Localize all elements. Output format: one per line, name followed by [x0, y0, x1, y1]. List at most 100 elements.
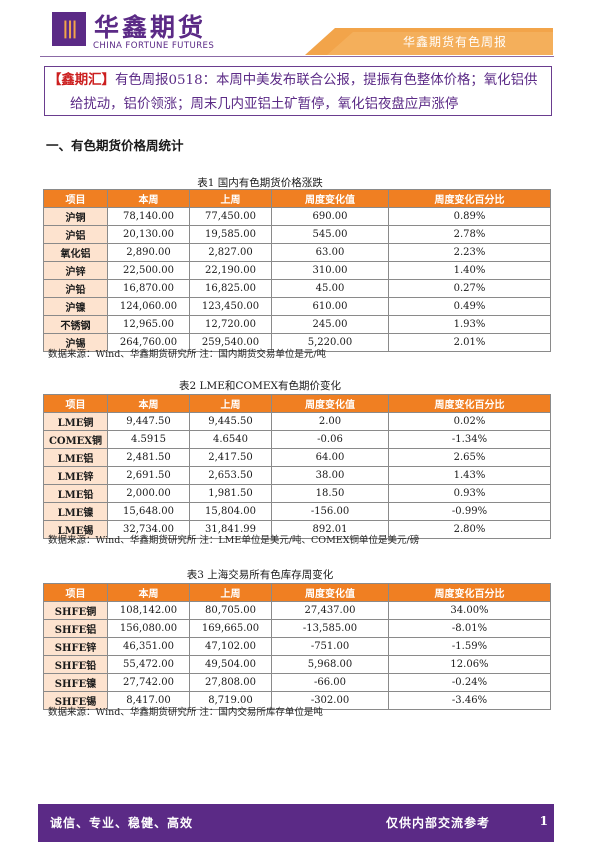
table-cell: 2.80%: [388, 520, 551, 539]
row-label: LME铝: [43, 448, 108, 467]
table-cell: 5,220.00: [271, 333, 389, 352]
table-cell: 5,968.00: [271, 655, 389, 674]
table-row: SHFE锡 8,417.00 8,719.00 -302.00 -3.46%: [43, 691, 551, 710]
row-label: SHFE镍: [43, 673, 108, 692]
table-cell: -0.24%: [388, 673, 551, 692]
table-row: 沪铝 20,130.00 19,585.00 545.00 2.78%: [43, 225, 551, 244]
table-cell: 0.02%: [388, 412, 551, 431]
table-cell: 2.78%: [388, 225, 551, 244]
table-cell: -8.01%: [388, 619, 551, 638]
table-cell: 19,585.00: [189, 225, 272, 244]
table-cell: 15,804.00: [189, 502, 272, 521]
table-cell: 16,870.00: [107, 279, 190, 298]
column-header: 周度变化值: [271, 394, 389, 413]
table-row: 沪锡 264,760.00 259,540.00 5,220.00 2.01%: [43, 333, 551, 352]
table-row: SHFE铜 108,142.00 80,705.00 27,437.00 34.00%: [43, 601, 551, 620]
column-header: 本周: [107, 189, 190, 208]
table-cell: 49,504.00: [189, 655, 272, 674]
table-cell: 1.93%: [388, 315, 551, 334]
column-header: 上周: [189, 394, 272, 413]
row-label: 氧化铝: [43, 243, 108, 262]
row-label: 沪铅: [43, 279, 108, 298]
column-header: 本周: [107, 394, 190, 413]
column-header: 项目: [43, 189, 108, 208]
table-cell: 55,472.00: [107, 655, 190, 674]
table-cell: 15,648.00: [107, 502, 190, 521]
table-cell: 264,760.00: [107, 333, 190, 352]
row-label: SHFE铝: [43, 619, 108, 638]
table-cell: 27,437.00: [271, 601, 389, 620]
table-cell: 18.50: [271, 484, 389, 503]
header-band: 华鑫期货有色周报: [305, 28, 553, 55]
table-cell: 1.43%: [388, 466, 551, 485]
table-header-row: 项目 本周 上周 周度变化值 周度变化百分比: [43, 394, 551, 413]
table-2-source: 数据来源：Wind、华鑫期货研究所 注：LME单位是美元/吨、COMEX铜单位是…: [48, 535, 420, 546]
table-cell: 310.00: [271, 261, 389, 280]
table-row: LME铝 2,481.50 2,417.50 64.00 2.65%: [43, 448, 551, 467]
row-label: LME锌: [43, 466, 108, 485]
column-header: 上周: [189, 583, 272, 602]
table-cell: 12,965.00: [107, 315, 190, 334]
table-cell: 2.65%: [388, 448, 551, 467]
table-cell: 1.40%: [388, 261, 551, 280]
column-header: 周度变化百分比: [388, 583, 551, 602]
table-3: 项目 本周 上周 周度变化值 周度变化百分比 SHFE铜 108,142.00 80,705…: [43, 583, 551, 710]
row-label: SHFE铅: [43, 655, 108, 674]
table-cell: 38.00: [271, 466, 389, 485]
column-header: 周度变化百分比: [388, 394, 551, 413]
table-cell: 47,102.00: [189, 637, 272, 656]
table-cell: 12,720.00: [189, 315, 272, 334]
table-cell: 9,445.50: [189, 412, 272, 431]
table-row: 沪铜 78,140.00 77,450.00 690.00 0.89%: [43, 207, 551, 226]
column-header: 项目: [43, 583, 108, 602]
row-label: SHFE锡: [43, 691, 108, 710]
logo-icon: |||: [52, 12, 86, 46]
headline-line-2: 给扰动，铝价领涨；周末几内亚铝土矿暂停，氧化铝夜盘应声涨停: [70, 97, 459, 112]
table-cell: 0.89%: [388, 207, 551, 226]
table-cell: 2,000.00: [107, 484, 190, 503]
section-title: 一、有色期货价格周统计: [46, 138, 184, 153]
table-3-source: 数据来源：Wind、华鑫期货研究所 注：国内交易所库存单位是吨: [48, 707, 323, 718]
headline-tag: 【鑫期汇】: [48, 72, 115, 88]
table-cell: 27,808.00: [189, 673, 272, 692]
table-cell: 9,447.50: [107, 412, 190, 431]
table-cell: 46,351.00: [107, 637, 190, 656]
row-label: LME铜: [43, 412, 108, 431]
table-cell: 80,705.00: [189, 601, 272, 620]
table-cell: -3.46%: [388, 691, 551, 710]
table-cell: 22,500.00: [107, 261, 190, 280]
table-header-row: 项目 本周 上周 周度变化值 周度变化百分比: [43, 583, 551, 602]
table-cell: 0.93%: [388, 484, 551, 503]
row-label: SHFE铜: [43, 601, 108, 620]
table-cell: 2.01%: [388, 333, 551, 352]
table-cell: 64.00: [271, 448, 389, 467]
row-label: 沪铜: [43, 207, 108, 226]
table-cell: 2,890.00: [107, 243, 190, 262]
row-label: COMEX铜: [43, 430, 108, 449]
table-cell: 1,981.50: [189, 484, 272, 503]
footer-bar: 诚信、专业、稳健、高效 仅供内部交流参考 1: [38, 804, 554, 842]
table-2: 项目 本周 上周 周度变化值 周度变化百分比 LME铜 9,447.50 9,445.50 2…: [43, 394, 551, 539]
report-title: 华鑫期货有色周报: [402, 35, 507, 49]
table-row: SHFE铝 156,080.00 169,665.00 -13,585.00 -8.01…: [43, 619, 551, 638]
table-cell: 22,190.00: [189, 261, 272, 280]
column-header: 项目: [43, 394, 108, 413]
column-header: 本周: [107, 583, 190, 602]
table-cell: 2,653.50: [189, 466, 272, 485]
table-cell: 4.5915: [107, 430, 190, 449]
table-cell: 27,742.00: [107, 673, 190, 692]
footer-motto: 诚信、专业、稳健、高效: [50, 816, 194, 830]
header-band-shape: [305, 28, 553, 55]
table-2-caption: 表2 LME和COMEX有色期价变化: [179, 380, 341, 392]
table-row: 沪锌 22,500.00 22,190.00 310.00 1.40%: [43, 261, 551, 280]
header-divider: [40, 56, 554, 57]
row-label: 沪铝: [43, 225, 108, 244]
table-cell: 63.00: [271, 243, 389, 262]
headline-box: 【鑫期汇】有色周报0518：本周中美发布联合公报，提振有色整体价格；氧化铝供 给…: [44, 66, 552, 116]
table-cell: 31,841.99: [189, 520, 272, 539]
column-header: 周度变化值: [271, 189, 389, 208]
table-cell: 2,417.50: [189, 448, 272, 467]
table-row: LME铜 9,447.50 9,445.50 2.00 0.02%: [43, 412, 551, 431]
table-cell: 34.00%: [388, 601, 551, 620]
table-cell: 245.00: [271, 315, 389, 334]
